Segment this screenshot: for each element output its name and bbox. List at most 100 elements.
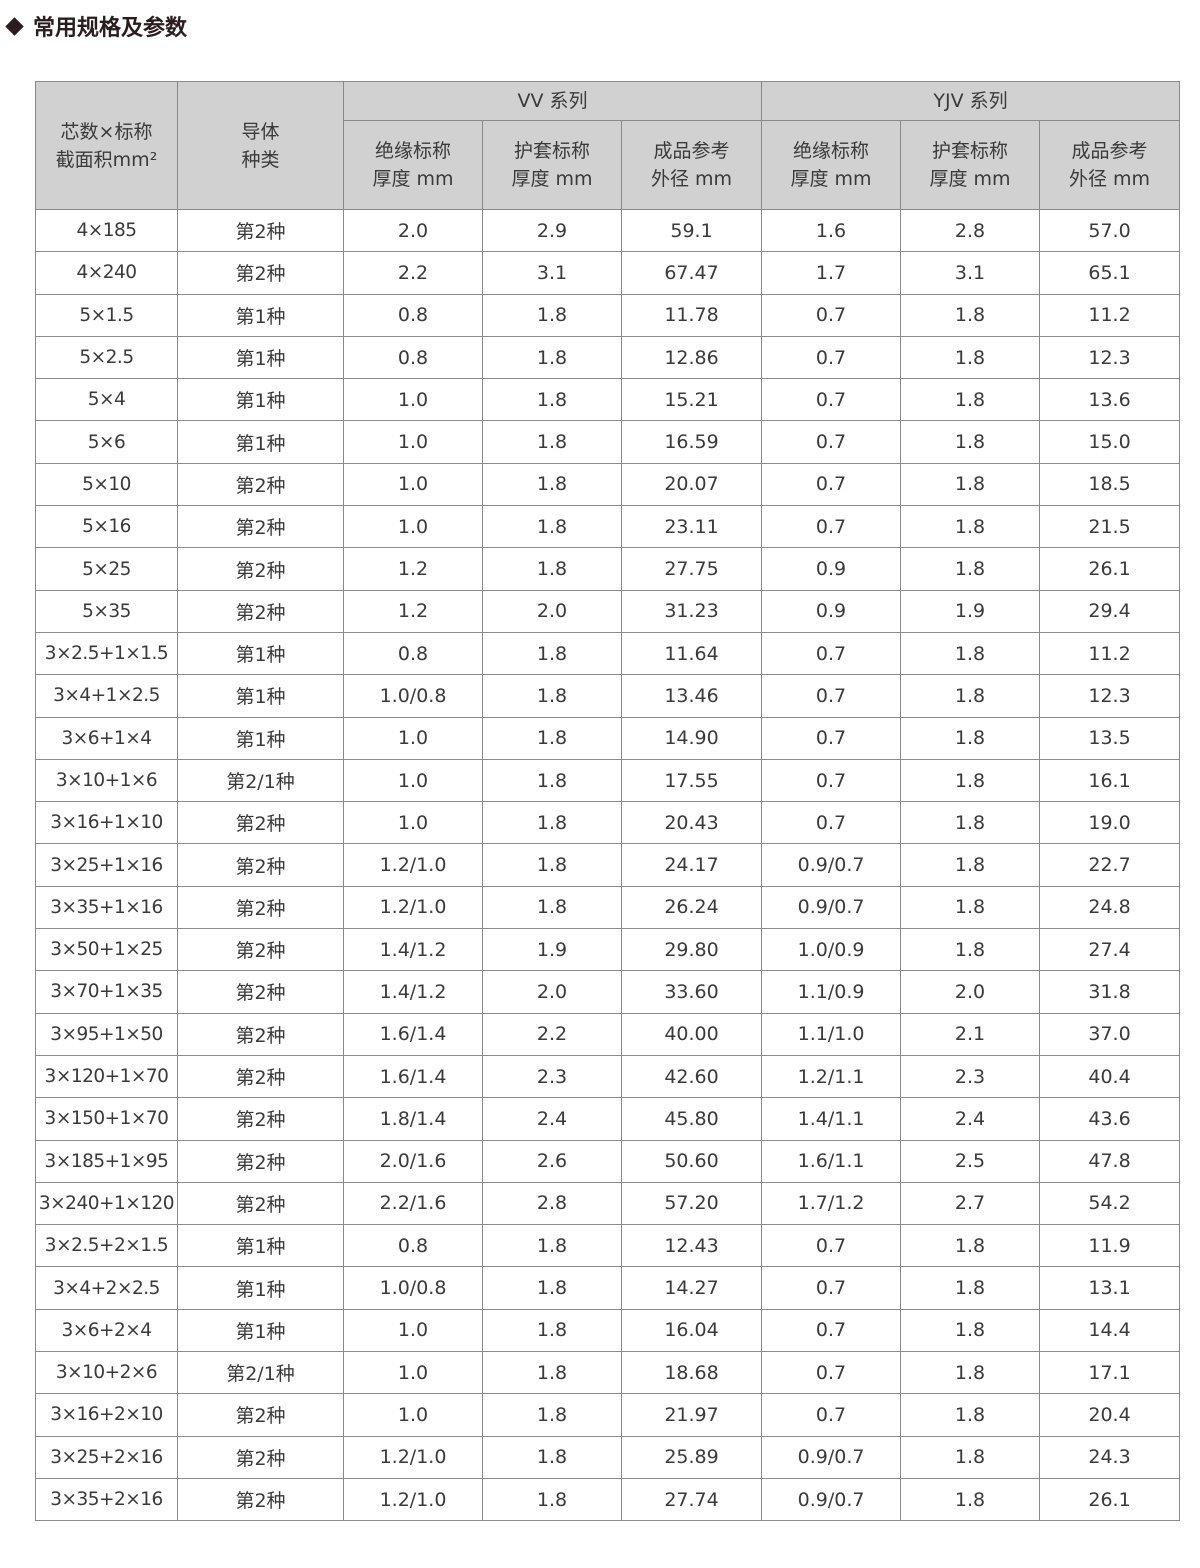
cell-conductor-type: 第2种 — [177, 843, 344, 887]
cell-yjv-sheath-thickness: 2.0 — [900, 970, 1041, 1014]
cell-yjv-sheath-thickness: 1.8 — [900, 1393, 1041, 1437]
cell-yjv-insulation-thickness: 1.6 — [761, 208, 902, 253]
cell-spec: 5×1.5 — [35, 293, 178, 337]
cell-yjv-outer-diameter: 31.8 — [1039, 970, 1181, 1014]
cell-vv-outer-diameter: 13.46 — [620, 674, 763, 718]
cell-vv-outer-diameter: 33.60 — [620, 970, 763, 1014]
cell-yjv-outer-diameter: 15.0 — [1039, 420, 1181, 464]
cell-conductor-type: 第2种 — [177, 1435, 344, 1479]
cell-vv-sheath-thickness: 1.8 — [482, 378, 622, 422]
cell-vv-outer-diameter: 27.74 — [620, 1477, 763, 1522]
cell-vv-sheath-thickness: 3.1 — [482, 251, 622, 295]
cell-vv-outer-diameter: 21.97 — [620, 1393, 763, 1437]
cell-vv-outer-diameter: 31.23 — [620, 589, 763, 633]
table-row: 5×25 第2种 1.2 1.8 27.75 0.9 1.8 26.1 — [35, 547, 1181, 591]
cell-yjv-outer-diameter: 14.4 — [1039, 1308, 1181, 1353]
cell-conductor-type: 第1种 — [177, 1308, 344, 1353]
cell-vv-outer-diameter: 20.43 — [620, 801, 763, 845]
cell-spec: 3×16+2×10 — [35, 1393, 178, 1437]
cell-vv-outer-diameter: 12.86 — [620, 335, 763, 380]
header-vv-series: VV 系列 — [342, 81, 763, 121]
cell-yjv-outer-diameter: 43.6 — [1039, 1097, 1181, 1141]
cell-yjv-outer-diameter: 54.2 — [1039, 1181, 1181, 1226]
cell-spec: 3×120+1×70 — [35, 1054, 178, 1099]
table-row: 3×10+2×6 第2/1种 1.0 1.8 18.68 0.7 1.8 17.1 — [35, 1351, 1181, 1395]
cell-vv-outer-diameter: 15.21 — [620, 378, 763, 422]
cell-yjv-insulation-thickness: 0.7 — [761, 420, 902, 464]
cell-yjv-insulation-thickness: 0.7 — [761, 1266, 902, 1310]
cell-vv-sheath-thickness: 1.8 — [482, 335, 622, 380]
cell-vv-insulation-thickness: 0.8 — [343, 1224, 483, 1268]
cell-spec: 3×25+1×16 — [35, 843, 178, 887]
cell-vv-insulation-thickness: 0.8 — [343, 293, 483, 337]
header-line: 厚度 mm — [790, 168, 872, 190]
cell-vv-insulation-thickness: 1.6/1.4 — [343, 1012, 483, 1056]
cell-vv-outer-diameter: 20.07 — [620, 462, 763, 507]
cell-vv-insulation-thickness: 1.0 — [343, 462, 483, 507]
cell-vv-outer-diameter: 42.60 — [620, 1054, 763, 1099]
table-row: 5×1.5 第1种 0.8 1.8 11.78 0.7 1.8 11.2 — [35, 293, 1181, 337]
cell-spec: 3×16+1×10 — [35, 801, 178, 845]
cell-conductor-type: 第1种 — [177, 335, 344, 380]
cell-yjv-sheath-thickness: 2.1 — [900, 1012, 1041, 1056]
cell-vv-outer-diameter: 23.11 — [620, 505, 763, 549]
cell-yjv-sheath-thickness: 1.8 — [900, 547, 1041, 591]
cell-yjv-outer-diameter: 17.1 — [1039, 1351, 1181, 1395]
cell-yjv-sheath-thickness: 2.3 — [900, 1054, 1041, 1099]
cell-vv-sheath-thickness: 1.8 — [482, 1308, 622, 1353]
cell-spec: 3×25+2×16 — [35, 1435, 178, 1479]
table-row: 3×25+2×16 第2种 1.2/1.0 1.8 25.89 0.9/0.7 1.8 24.… — [35, 1435, 1181, 1479]
table-row: 5×35 第2种 1.2 2.0 31.23 0.9 1.9 29.4 — [35, 589, 1181, 633]
header-line: 厚度 mm — [929, 168, 1011, 190]
table-row: 3×185+1×95 第2种 2.0/1.6 2.6 50.60 1.6/1.1 2.5 47… — [35, 1139, 1181, 1183]
cell-yjv-insulation-thickness: 1.1/1.0 — [761, 1012, 902, 1056]
cell-conductor-type: 第2种 — [177, 462, 344, 507]
cell-conductor-type: 第1种 — [177, 1266, 344, 1310]
cell-yjv-sheath-thickness: 1.8 — [900, 293, 1041, 337]
cell-yjv-insulation-thickness: 0.7 — [761, 631, 902, 676]
spec-table: 芯数×标称 截面积mm² 导体 种类 VV 系列 YJV 系列 绝缘标称 厚度 mm 护… — [35, 81, 1181, 1522]
cell-spec: 3×35+1×16 — [35, 885, 178, 930]
cell-vv-sheath-thickness: 1.8 — [482, 885, 622, 930]
cell-spec: 5×4 — [35, 378, 178, 422]
cell-yjv-sheath-thickness: 1.8 — [900, 843, 1041, 887]
cell-yjv-outer-diameter: 12.3 — [1039, 674, 1181, 718]
cell-spec: 3×50+1×25 — [35, 928, 178, 972]
cell-vv-insulation-thickness: 1.0 — [343, 505, 483, 549]
table-row: 3×25+1×16 第2种 1.2/1.0 1.8 24.17 0.9/0.7 1.8 22.… — [35, 843, 1181, 887]
header-line: 护套标称 — [513, 140, 590, 162]
cell-vv-insulation-thickness: 2.2/1.6 — [343, 1181, 483, 1226]
cell-yjv-outer-diameter: 11.9 — [1039, 1224, 1181, 1268]
cell-yjv-sheath-thickness: 2.5 — [900, 1139, 1041, 1183]
cell-conductor-type: 第1种 — [177, 716, 344, 760]
cell-vv-sheath-thickness: 1.8 — [482, 758, 622, 803]
cell-yjv-outer-diameter: 12.3 — [1039, 335, 1181, 380]
header-line: 厚度 mm — [372, 168, 454, 190]
cell-vv-insulation-thickness: 2.2 — [343, 251, 483, 295]
cell-vv-insulation-thickness: 1.0 — [343, 758, 483, 803]
cell-spec: 3×10+2×6 — [35, 1351, 178, 1395]
cell-vv-sheath-thickness: 2.0 — [482, 970, 622, 1014]
cell-vv-outer-diameter: 12.43 — [620, 1224, 763, 1268]
table-row: 3×35+2×16 第2种 1.2/1.0 1.8 27.74 0.9/0.7 1.8 26.… — [35, 1477, 1181, 1522]
cell-yjv-sheath-thickness: 1.8 — [900, 631, 1041, 676]
cell-yjv-insulation-thickness: 1.4/1.1 — [761, 1097, 902, 1141]
cell-yjv-insulation-thickness: 0.9/0.7 — [761, 843, 902, 887]
cell-vv-insulation-thickness: 1.0/0.8 — [343, 674, 483, 718]
table-row: 3×6+1×4 第1种 1.0 1.8 14.90 0.7 1.8 13.5 — [35, 716, 1181, 760]
cell-vv-insulation-thickness: 1.0 — [343, 378, 483, 422]
cell-vv-insulation-thickness: 0.8 — [343, 335, 483, 380]
cell-vv-sheath-thickness: 1.8 — [482, 1266, 622, 1310]
cell-conductor-type: 第2种 — [177, 801, 344, 845]
table-row: 3×70+1×35 第2种 1.4/1.2 2.0 33.60 1.1/0.9 2.0 31.… — [35, 970, 1181, 1014]
cell-yjv-outer-diameter: 16.1 — [1039, 758, 1181, 803]
header-line: 绝缘标称 — [374, 140, 451, 162]
cell-vv-sheath-thickness: 2.0 — [482, 589, 622, 633]
cell-conductor-type: 第1种 — [177, 378, 344, 422]
cell-spec: 4×185 — [35, 208, 178, 253]
cell-yjv-outer-diameter: 18.5 — [1039, 462, 1181, 507]
cell-yjv-outer-diameter: 65.1 — [1039, 251, 1181, 295]
cell-vv-insulation-thickness: 1.0 — [343, 716, 483, 760]
table-row: 5×4 第1种 1.0 1.8 15.21 0.7 1.8 13.6 — [35, 378, 1181, 422]
cell-yjv-insulation-thickness: 0.7 — [761, 674, 902, 718]
